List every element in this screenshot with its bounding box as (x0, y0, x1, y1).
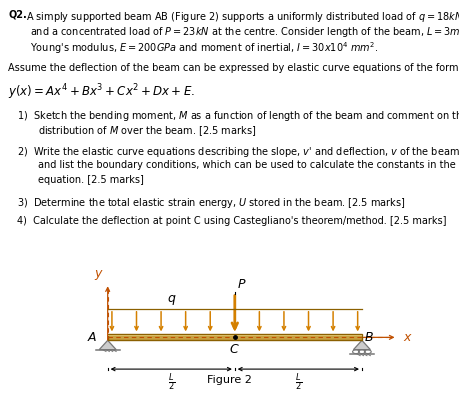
Bar (108, 334, 362, 340)
Text: 1)  Sketch the bending moment, $M$ as a function of length of the beam and comme: 1) Sketch the bending moment, $M$ as a f… (17, 109, 459, 122)
Text: $\frac{L}{2}$: $\frac{L}{2}$ (295, 371, 302, 393)
Text: $B$: $B$ (364, 331, 374, 344)
Text: Assume the deflection of the beam can be expressed by elastic curve equations of: Assume the deflection of the beam can be… (8, 63, 459, 73)
Polygon shape (99, 340, 116, 350)
Text: $C$: $C$ (230, 343, 240, 356)
Text: and list the boundary conditions, which can be used to calculate the constants i: and list the boundary conditions, which … (38, 160, 456, 170)
Text: 2)  Write the elastic curve equations describing the slope, $v$' and deflection,: 2) Write the elastic curve equations des… (17, 145, 459, 159)
Text: $A$: $A$ (87, 331, 97, 344)
Text: $y$: $y$ (94, 269, 104, 282)
Text: $\frac{L}{2}$: $\frac{L}{2}$ (168, 371, 175, 393)
Text: 4)  Calculate the deflection at point C using Castegliano's theorem/method. [2.5: 4) Calculate the deflection at point C u… (17, 216, 447, 226)
Text: $x$: $x$ (403, 331, 412, 344)
Text: Figure 2: Figure 2 (207, 375, 252, 385)
Bar (108, 335, 362, 336)
Text: equation. [2.5 marks]: equation. [2.5 marks] (38, 175, 144, 185)
Polygon shape (353, 340, 370, 350)
Text: A simply supported beam AB (Figure 2) supports a uniformly distributed load of $: A simply supported beam AB (Figure 2) su… (26, 10, 459, 24)
Text: Q2.: Q2. (8, 10, 27, 20)
Text: distribution of $M$ over the beam. [2.5 marks]: distribution of $M$ over the beam. [2.5 … (38, 124, 256, 138)
Text: 3)  Determine the total elastic strain energy, $U$ stored in the beam. [2.5 mark: 3) Determine the total elastic strain en… (17, 196, 406, 210)
Text: $q$: $q$ (167, 293, 176, 307)
Text: and a concentrated load of $P = 23kN$ at the centre. Consider length of the beam: and a concentrated load of $P = 23kN$ at… (30, 25, 459, 39)
Text: $y(x) = Ax^4 + Bx^3 + Cx^2 + Dx + E.$: $y(x) = Ax^4 + Bx^3 + Cx^2 + Dx + E.$ (8, 83, 196, 103)
Text: $P$: $P$ (237, 278, 247, 291)
Text: Young's modulus, $E = 200GPa$ and moment of inertial, $I = 30 x 10^4$ $mm^2$.: Young's modulus, $E = 200GPa$ and moment… (30, 40, 379, 56)
